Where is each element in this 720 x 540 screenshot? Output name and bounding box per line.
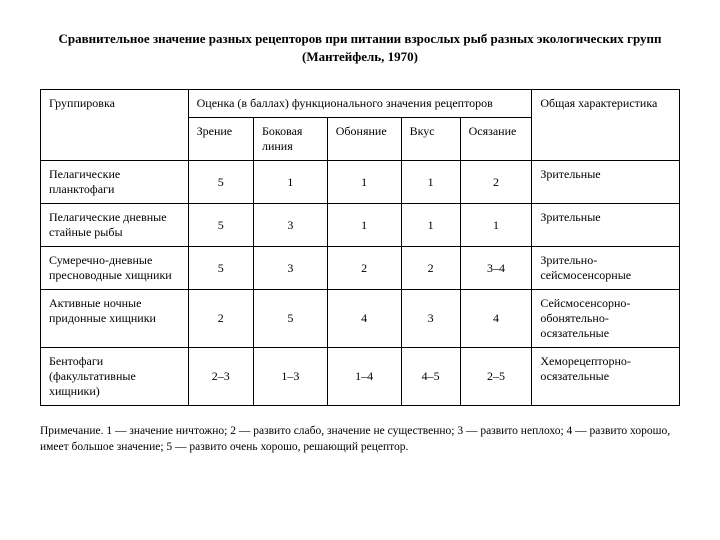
cell-group: Сумеречно-дневные пресноводные хищники [41, 247, 189, 290]
cell-val: 5 [188, 247, 253, 290]
cell-val: 2 [327, 247, 401, 290]
footnote: Примечание. 1 — значение ничтожно; 2 — р… [40, 424, 680, 455]
cell-val: 2 [460, 161, 532, 204]
table-row: Пелагические планктофаги 5 1 1 1 2 Зрите… [41, 161, 680, 204]
cell-group: Бентофаги (факультативные хищники) [41, 348, 189, 406]
cell-val: 5 [253, 290, 327, 348]
cell-char: Зрительно-сейсмосенсорные [532, 247, 680, 290]
table-row: Сумеречно-дневные пресноводные хищники 5… [41, 247, 680, 290]
cell-val: 1 [401, 204, 460, 247]
col-lateral: Боковая линия [253, 118, 327, 161]
cell-val: 4 [327, 290, 401, 348]
cell-char: Хеморецепторно-осязательные [532, 348, 680, 406]
col-rating: Оценка (в баллах) функционального значен… [188, 90, 532, 118]
col-touch: Осязание [460, 118, 532, 161]
cell-char: Зрительные [532, 204, 680, 247]
cell-val: 4–5 [401, 348, 460, 406]
cell-group: Пелагические дневные стайные рыбы [41, 204, 189, 247]
cell-val: 5 [188, 204, 253, 247]
cell-val: 2 [401, 247, 460, 290]
cell-val: 1–4 [327, 348, 401, 406]
table-row: Бентофаги (факультативные хищники) 2–3 1… [41, 348, 680, 406]
cell-group: Пелагические планктофаги [41, 161, 189, 204]
col-overall: Общая характеристика [532, 90, 680, 161]
cell-val: 1 [253, 161, 327, 204]
cell-val: 1 [401, 161, 460, 204]
cell-val: 2–5 [460, 348, 532, 406]
cell-char: Зрительные [532, 161, 680, 204]
cell-val: 3 [253, 247, 327, 290]
col-group: Группировка [41, 90, 189, 161]
cell-val: 2–3 [188, 348, 253, 406]
col-taste: Вкус [401, 118, 460, 161]
cell-val: 2 [188, 290, 253, 348]
cell-val: 3 [401, 290, 460, 348]
col-vision: Зрение [188, 118, 253, 161]
cell-val: 1 [327, 161, 401, 204]
cell-val: 4 [460, 290, 532, 348]
cell-val: 1–3 [253, 348, 327, 406]
page-title: Сравнительное значение разных рецепторов… [40, 30, 680, 65]
col-smell: Обоняние [327, 118, 401, 161]
cell-val: 5 [188, 161, 253, 204]
cell-val: 3 [253, 204, 327, 247]
cell-group: Активные ночные придонные хищники [41, 290, 189, 348]
table-row: Пелагические дневные стайные рыбы 5 3 1 … [41, 204, 680, 247]
cell-val: 1 [460, 204, 532, 247]
cell-char: Сейсмосенсорно-обонятельно-осязательные [532, 290, 680, 348]
cell-val: 3–4 [460, 247, 532, 290]
table-row: Активные ночные придонные хищники 2 5 4 … [41, 290, 680, 348]
receptor-table: Группировка Оценка (в баллах) функционал… [40, 89, 680, 406]
cell-val: 1 [327, 204, 401, 247]
